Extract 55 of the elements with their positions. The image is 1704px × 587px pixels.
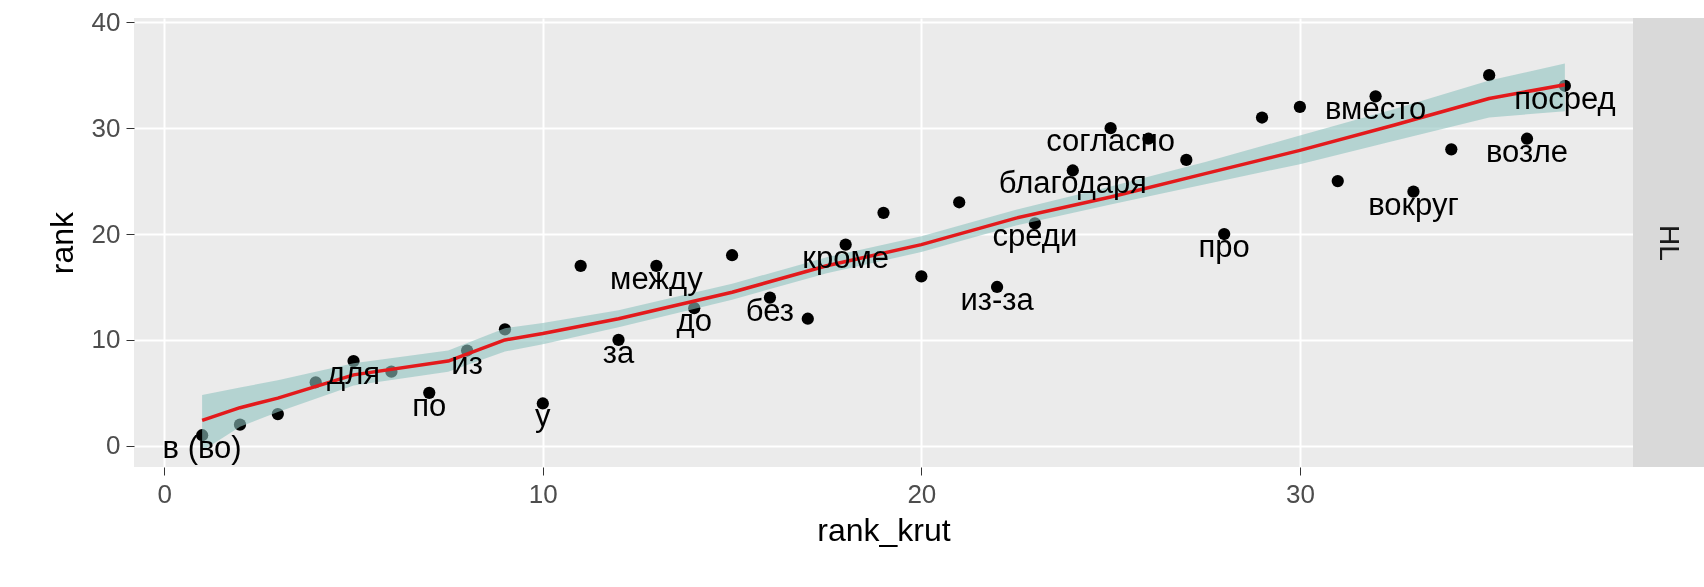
point <box>1180 153 1193 167</box>
data-label: из <box>451 345 483 381</box>
point <box>953 196 966 209</box>
point <box>877 206 890 219</box>
data-label: возле <box>1485 133 1569 169</box>
point <box>1445 143 1458 156</box>
point <box>1369 90 1382 103</box>
data-label: в (во) <box>162 430 242 466</box>
point <box>1483 69 1496 82</box>
data-label: благодаря <box>998 165 1147 201</box>
point <box>574 259 587 272</box>
point <box>1028 217 1042 230</box>
point <box>1255 111 1269 124</box>
data-label: между <box>610 260 704 296</box>
point <box>990 280 1004 294</box>
x-tick-label: 20 <box>907 478 937 509</box>
point <box>612 333 625 347</box>
data-label: посред <box>1514 80 1616 116</box>
point <box>915 270 928 283</box>
point <box>1331 174 1344 188</box>
data-label: вместо <box>1324 91 1427 127</box>
text: HL <box>1652 224 1685 261</box>
data-label: среди <box>992 218 1078 254</box>
y-tick-label: 10 <box>91 324 121 355</box>
data-label: по <box>412 387 447 423</box>
point <box>801 312 814 325</box>
data-label: у <box>535 398 552 434</box>
x-tick-label: 0 <box>157 478 173 509</box>
point <box>725 249 739 262</box>
point <box>271 407 284 421</box>
point <box>423 386 436 399</box>
x-tick-label: 10 <box>528 478 558 509</box>
y-axis-title: rank <box>43 210 80 275</box>
y-tick-label: 30 <box>91 112 121 143</box>
data-label: из-за <box>960 281 1035 317</box>
y-tick-label: 0 <box>106 430 121 461</box>
point <box>688 302 701 315</box>
data-label: за <box>602 334 635 370</box>
data-label: вокруг <box>1368 186 1459 222</box>
x-axis-title: rank_krut <box>817 511 951 548</box>
point <box>1218 227 1231 241</box>
point <box>1293 100 1307 114</box>
data-label: до <box>676 303 712 339</box>
point <box>233 418 247 431</box>
data-label: про <box>1198 229 1250 265</box>
point <box>1520 132 1534 145</box>
point <box>536 397 549 410</box>
y-tick-label: 40 <box>91 6 121 37</box>
x-tick-label: 30 <box>1285 478 1315 509</box>
data-label: без <box>745 292 795 328</box>
point <box>498 323 512 336</box>
point <box>1104 122 1117 135</box>
point <box>650 259 663 272</box>
point <box>1407 185 1420 198</box>
y-tick-label: 20 <box>91 218 121 249</box>
